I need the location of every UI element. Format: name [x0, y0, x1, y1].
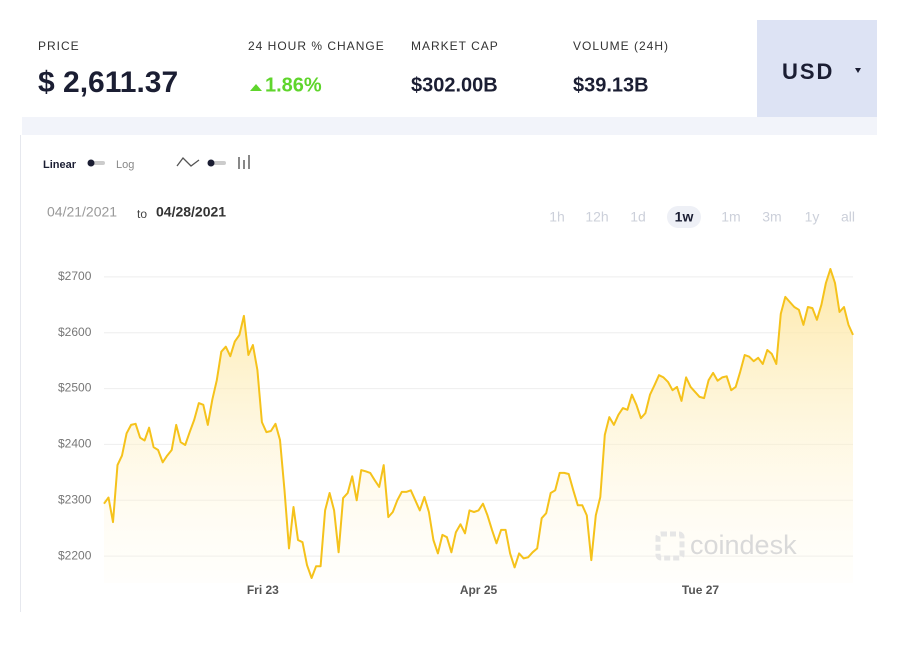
- range-button[interactable]: 1d: [630, 209, 646, 225]
- date-from[interactable]: 04/21/2021: [47, 204, 117, 220]
- price-label: PRICE: [38, 39, 80, 53]
- x-tick-label: Apr 25: [460, 583, 498, 597]
- range-button[interactable]: 1w: [675, 209, 694, 225]
- volume-label: VOLUME (24H): [573, 39, 669, 53]
- y-tick-label: $2400: [58, 437, 92, 451]
- market-cap-label: MARKET CAP: [411, 39, 499, 53]
- switch-knob: [87, 159, 95, 167]
- range-button[interactable]: 12h: [585, 209, 608, 225]
- date-to[interactable]: 04/28/2021: [156, 204, 226, 220]
- x-tick-label: Tue 27: [682, 583, 719, 597]
- price-area: [104, 269, 853, 583]
- caret: [855, 68, 861, 73]
- x-tick-label: Fri 23: [247, 583, 279, 597]
- y-tick-label: $2300: [58, 492, 92, 506]
- line-icon[interactable]: [176, 157, 200, 167]
- range-button[interactable]: all: [841, 209, 855, 225]
- range-button[interactable]: 1m: [721, 209, 740, 225]
- watermark: coindesk: [655, 530, 797, 561]
- currency[interactable]: USD: [782, 59, 834, 84]
- price-value: $ 2,611.37: [38, 66, 178, 99]
- change-value: 1.86%: [265, 74, 322, 96]
- range-button[interactable]: 1y: [805, 209, 820, 225]
- range-button[interactable]: 3m: [762, 209, 781, 225]
- range-selected: [667, 206, 701, 228]
- y-tick-label: $2500: [58, 381, 92, 395]
- linear-toggle[interactable]: Linear: [43, 159, 77, 171]
- watermark-text: coindesk: [690, 530, 797, 560]
- up-arrow: [250, 84, 262, 91]
- y-tick-label: $2200: [58, 548, 92, 562]
- switch-knob: [207, 159, 215, 167]
- y-tick-label: $2600: [58, 325, 92, 339]
- market-cap-value: $302.00B: [411, 74, 498, 96]
- bar-icon[interactable]: [238, 155, 250, 169]
- range-button[interactable]: 1h: [549, 209, 565, 225]
- change-label: 24 HOUR % CHANGE: [248, 39, 385, 53]
- divider: [22, 117, 877, 135]
- volume-value: $39.13B: [573, 74, 649, 96]
- watermark-icon: [655, 531, 685, 561]
- y-tick-label: $2700: [58, 269, 92, 283]
- price-line: [103, 268, 854, 579]
- date-separator: to: [137, 207, 147, 221]
- header: [22, 20, 757, 117]
- log-toggle[interactable]: Log: [116, 159, 134, 171]
